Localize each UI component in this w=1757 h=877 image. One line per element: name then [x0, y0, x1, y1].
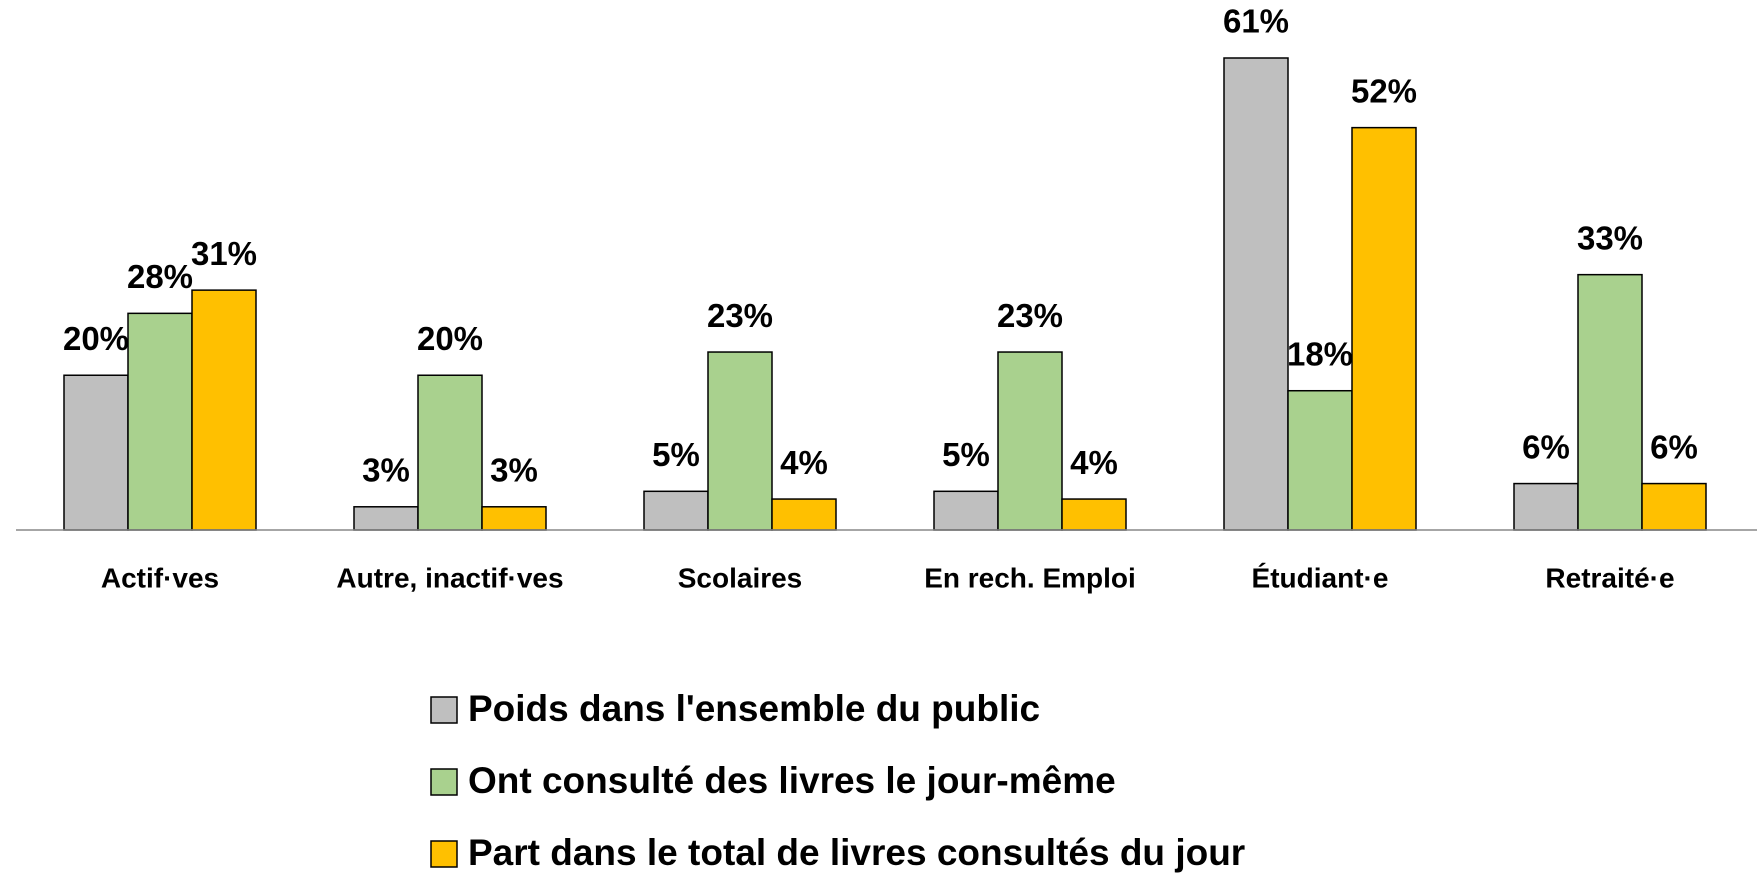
x-tick-label: Autre, inactif·ves: [336, 562, 563, 593]
value-label: 23%: [997, 297, 1063, 334]
x-tick-label: Actif·ves: [101, 562, 219, 593]
legend-swatch: [430, 696, 458, 724]
value-label: 20%: [63, 320, 129, 357]
value-label: 23%: [707, 297, 773, 334]
bar: [1351, 126, 1417, 531]
bar: [1061, 498, 1127, 531]
value-label: 4%: [1070, 444, 1118, 481]
value-label: 28%: [127, 258, 193, 295]
value-label: 6%: [1522, 428, 1570, 465]
value-label: 5%: [652, 436, 700, 473]
value-label: 61%: [1223, 3, 1289, 40]
bar: [771, 498, 837, 531]
value-label: 52%: [1351, 72, 1417, 109]
value-label: 3%: [362, 452, 410, 489]
value-label: 33%: [1577, 219, 1643, 256]
value-label: 31%: [191, 235, 257, 272]
value-label: 20%: [417, 320, 483, 357]
value-label: 3%: [490, 452, 538, 489]
bar: [481, 506, 547, 531]
bar: [1287, 389, 1353, 531]
bar: [63, 374, 129, 531]
legend-label: Ont consulté des livres le jour-même: [468, 760, 1116, 801]
legend-swatch: [430, 768, 458, 796]
bar: [643, 490, 709, 531]
bar: [707, 351, 773, 531]
bar: [417, 374, 483, 531]
bar: [933, 490, 999, 531]
x-tick-label: Retraité·e: [1545, 562, 1674, 593]
bar: [1641, 482, 1707, 531]
bar: [127, 312, 193, 531]
x-tick-label: Scolaires: [678, 562, 803, 593]
value-label: 6%: [1650, 428, 1698, 465]
x-tick-label: Étudiant·e: [1252, 562, 1389, 593]
bar: [191, 289, 257, 531]
legend-label: Part dans le total de livres consultés d…: [468, 832, 1245, 873]
value-label: 5%: [942, 436, 990, 473]
x-tick-label: En rech. Emploi: [924, 562, 1136, 593]
value-label: 4%: [780, 444, 828, 481]
bar: [1513, 482, 1579, 531]
bar: [997, 351, 1063, 531]
legend-label: Poids dans l'ensemble du public: [468, 688, 1040, 729]
bar: [1577, 273, 1643, 531]
value-label: 18%: [1287, 335, 1353, 372]
bar: [1223, 57, 1289, 531]
bar: [353, 506, 419, 531]
legend-swatch: [430, 840, 458, 868]
